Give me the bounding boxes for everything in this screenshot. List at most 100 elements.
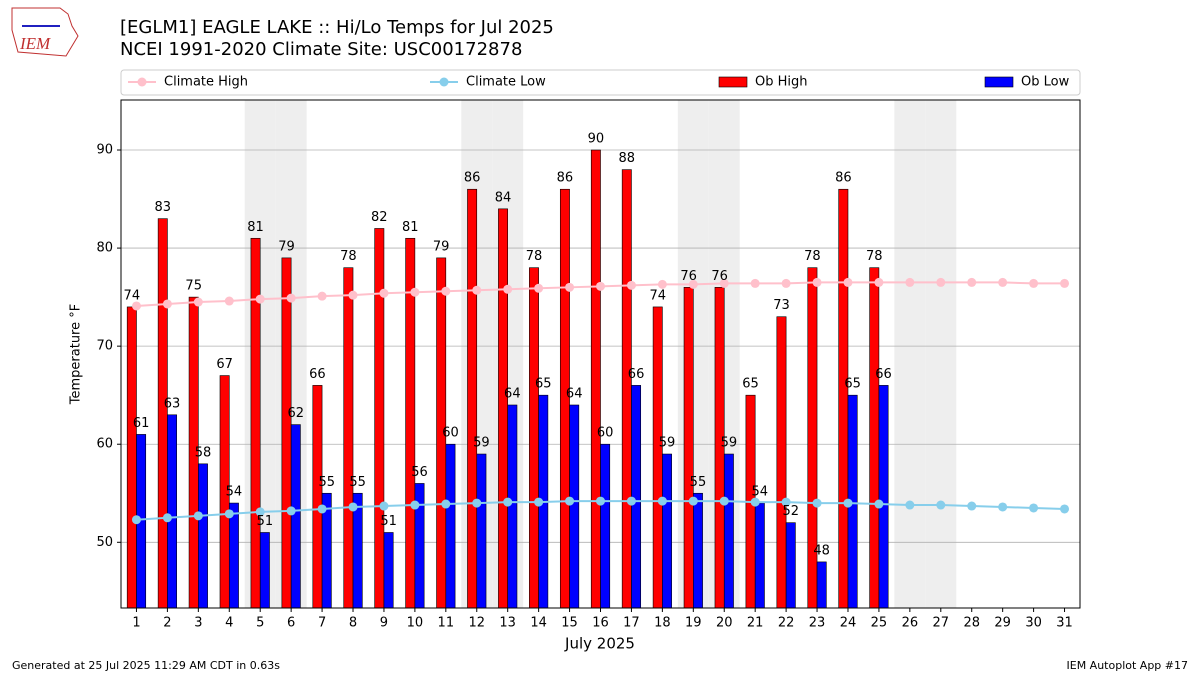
- legend: [120, 69, 1081, 96]
- climate-point: [998, 277, 1008, 287]
- climate-point: [936, 500, 946, 510]
- climate-point: [905, 500, 915, 510]
- bar: [383, 532, 394, 609]
- value-label: 79: [433, 239, 450, 254]
- climate-point: [719, 496, 729, 506]
- climate-point: [1060, 278, 1070, 288]
- x-tick-label: 7: [318, 616, 326, 631]
- x-tick-label: 18: [654, 616, 671, 631]
- climate-point: [565, 496, 575, 506]
- x-tick-label: 9: [380, 616, 388, 631]
- value-label: 59: [659, 436, 676, 451]
- climate-point: [750, 497, 760, 507]
- value-label: 90: [588, 132, 605, 147]
- bar: [498, 208, 508, 609]
- value-label: 52: [782, 504, 799, 519]
- climate-point: [1029, 503, 1039, 513]
- value-label: 81: [402, 220, 419, 235]
- value-label: 78: [340, 249, 357, 264]
- climate-point: [657, 496, 667, 506]
- value-label: 48: [813, 543, 830, 558]
- climate-point: [874, 499, 884, 509]
- climate-point: [286, 506, 296, 516]
- x-tick-label: 3: [194, 616, 202, 631]
- climate-point: [657, 279, 667, 289]
- bar: [816, 561, 827, 609]
- x-tick-label: 20: [716, 616, 733, 631]
- x-tick-label: 28: [963, 616, 980, 631]
- value-label: 60: [442, 426, 459, 441]
- x-tick-label: 13: [499, 616, 516, 631]
- legend-swatch: [984, 76, 1014, 88]
- climate-point: [131, 515, 141, 525]
- x-tick-label: 1: [132, 616, 140, 631]
- value-label: 86: [835, 171, 852, 186]
- weekend-shade: [894, 100, 926, 608]
- x-tick-label: 16: [592, 616, 609, 631]
- climate-point: [626, 280, 636, 290]
- x-tick-label: 17: [623, 616, 640, 631]
- bar: [723, 453, 734, 609]
- footer-right: IEM Autoplot App #17: [1067, 659, 1189, 672]
- bar: [838, 188, 849, 609]
- bar: [662, 453, 672, 609]
- chart-subtitle: NCEI 1991-2020 Climate Site: USC00172878: [120, 39, 522, 60]
- bar: [878, 385, 889, 609]
- x-tick-label: 29: [994, 616, 1011, 631]
- bar: [776, 316, 787, 609]
- value-label: 56: [411, 465, 428, 480]
- climate-point: [534, 497, 544, 507]
- x-tick-label: 24: [840, 616, 857, 631]
- climate-point: [565, 282, 575, 292]
- bar: [167, 414, 177, 609]
- x-tick-label: 15: [561, 616, 578, 631]
- bar: [126, 306, 137, 609]
- climate-point: [750, 278, 760, 288]
- x-tick-label: 6: [287, 616, 295, 631]
- value-label: 83: [154, 200, 171, 215]
- bar: [631, 385, 642, 609]
- y-tick-label: 50: [96, 535, 113, 550]
- value-label: 51: [257, 514, 274, 529]
- climate-point: [410, 500, 420, 510]
- climate-point: [472, 498, 482, 508]
- x-axis-label: July 2025: [564, 635, 635, 653]
- bar: [312, 385, 323, 609]
- value-label: 75: [185, 279, 202, 294]
- legend-marker: [137, 77, 147, 87]
- bar: [600, 443, 611, 609]
- climate-point: [626, 496, 636, 506]
- logo: IEM: [11, 7, 79, 57]
- legend-marker: [439, 77, 449, 87]
- x-tick-label: 11: [438, 616, 455, 631]
- value-label: 55: [349, 475, 366, 490]
- climate-point: [193, 511, 203, 521]
- climate-point: [998, 502, 1008, 512]
- value-label: 66: [875, 367, 892, 382]
- bar: [476, 453, 487, 609]
- climate-point: [843, 277, 853, 287]
- climate-point: [874, 277, 884, 287]
- value-label: 55: [690, 475, 707, 490]
- value-label: 74: [124, 288, 141, 303]
- value-label: 54: [226, 485, 243, 500]
- legend-label: Climate High: [164, 75, 248, 90]
- bar: [569, 404, 580, 609]
- climate-point: [286, 293, 296, 303]
- value-label: 67: [216, 357, 233, 372]
- climate-point: [441, 286, 451, 296]
- plot-frame: [120, 99, 1081, 609]
- climate-point: [688, 496, 698, 506]
- value-label: 60: [597, 426, 614, 441]
- value-label: 88: [619, 151, 636, 166]
- bar: [374, 228, 385, 609]
- value-label: 66: [628, 367, 645, 382]
- x-tick-label: 30: [1025, 616, 1042, 631]
- value-label: 81: [247, 220, 264, 235]
- bar: [250, 237, 261, 609]
- footer-left: Generated at 25 Jul 2025 11:29 AM CDT in…: [12, 659, 280, 672]
- bar: [621, 169, 632, 609]
- x-tick-label: 19: [685, 616, 702, 631]
- climate-point: [719, 278, 729, 288]
- x-tick-label: 2: [163, 616, 171, 631]
